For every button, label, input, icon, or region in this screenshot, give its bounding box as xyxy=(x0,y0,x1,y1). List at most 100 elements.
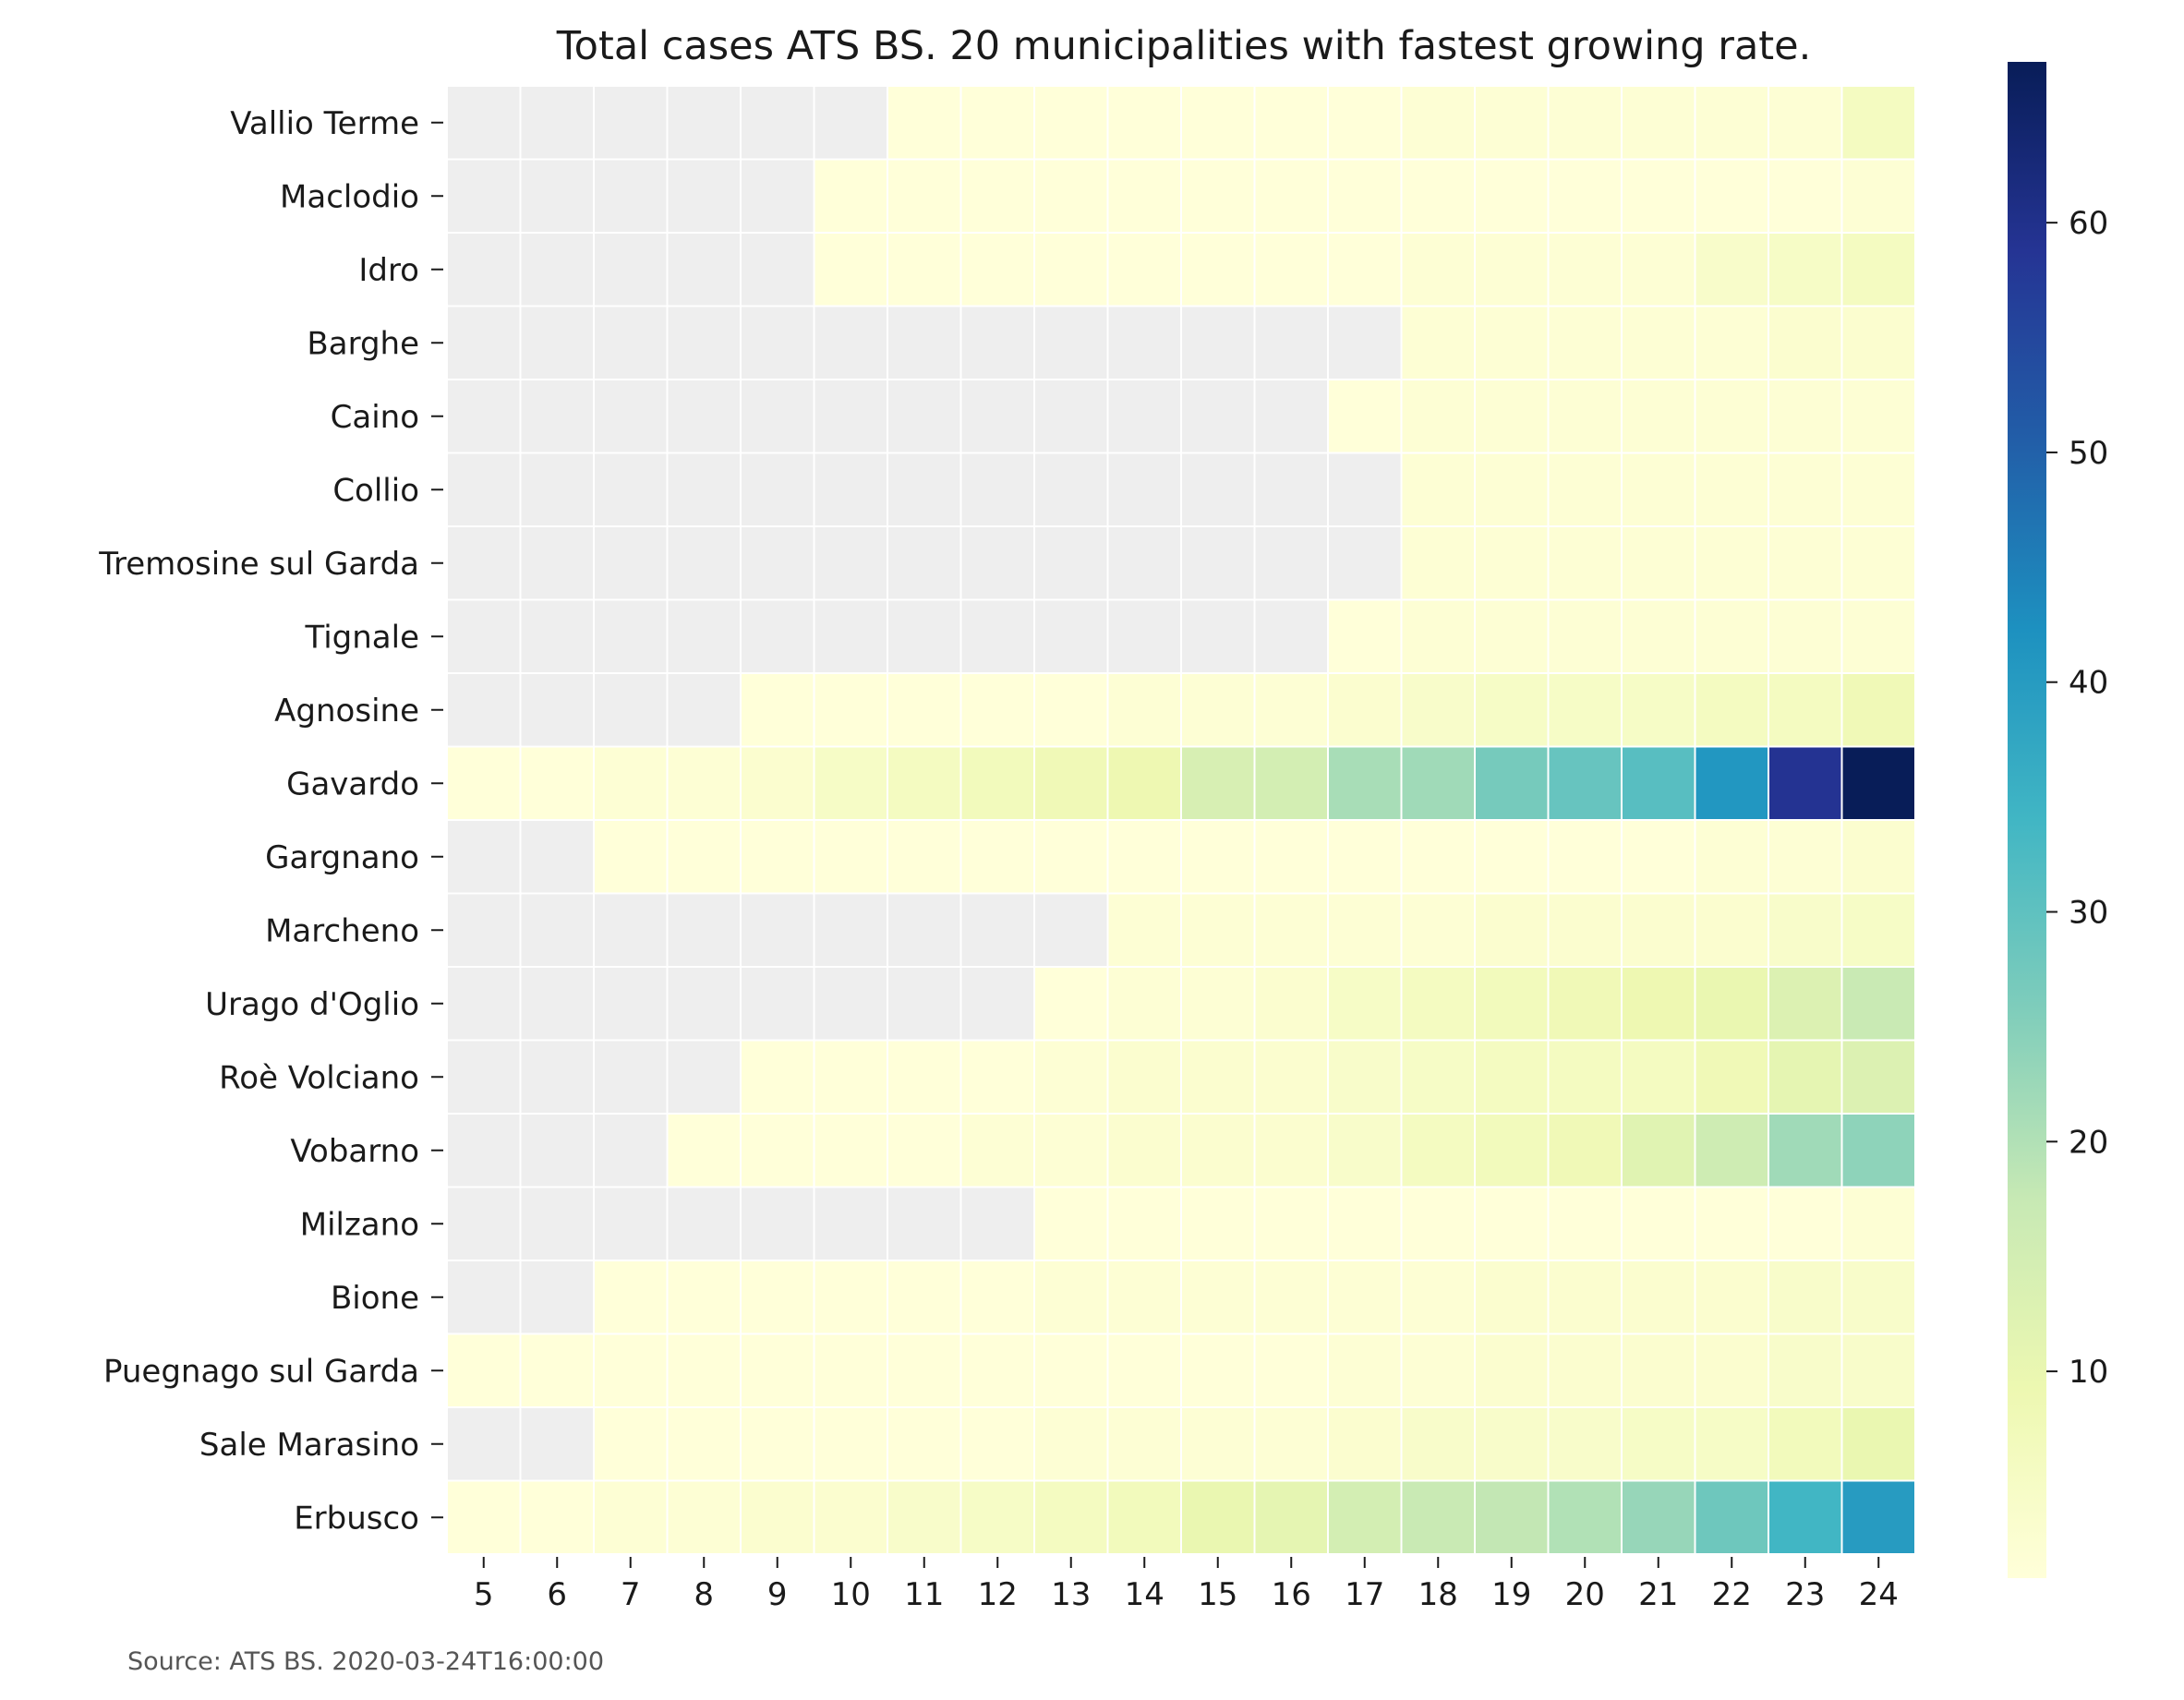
heatmap-cell xyxy=(959,1406,1035,1482)
heatmap-cell xyxy=(1180,672,1256,748)
x-tick-label: 19 xyxy=(1491,1576,1531,1613)
heatmap-cell xyxy=(1180,598,1256,674)
colorbar-tick-label: 20 xyxy=(2069,1124,2108,1161)
heatmap-cell xyxy=(1033,85,1109,161)
x-tick-label: 17 xyxy=(1345,1576,1384,1613)
heatmap-cell xyxy=(446,672,522,748)
heatmap-cell xyxy=(959,598,1035,674)
heatmap-cell xyxy=(1033,1113,1109,1188)
heatmap-cell xyxy=(1400,819,1476,895)
heatmap-cell xyxy=(1180,452,1256,527)
heatmap-cell xyxy=(813,1332,888,1408)
heatmap-cell xyxy=(959,1039,1035,1115)
heatmap-cell xyxy=(666,1186,742,1261)
heatmap-cell xyxy=(1033,379,1109,454)
heatmap-cell xyxy=(1253,745,1329,821)
heatmap-cell xyxy=(1033,158,1109,234)
heatmap-cell xyxy=(887,745,962,821)
heatmap-cell xyxy=(1694,672,1769,748)
heatmap-cell xyxy=(1474,158,1550,234)
y-tick-label: Barghe xyxy=(307,325,419,362)
heatmap-cell xyxy=(1180,85,1256,161)
heatmap-cell xyxy=(593,525,669,601)
heatmap-cell xyxy=(1621,525,1696,601)
heatmap-cell xyxy=(959,525,1035,601)
heatmap-cell xyxy=(740,452,815,527)
heatmap-cell xyxy=(1327,672,1403,748)
heatmap-cell xyxy=(593,819,669,895)
heatmap-cell xyxy=(666,745,742,821)
heatmap-cell xyxy=(1400,85,1476,161)
heatmap-cell xyxy=(1547,1186,1623,1261)
y-tick-label: Tremosine sul Garda xyxy=(98,546,419,583)
heatmap-cell xyxy=(740,1406,815,1482)
heatmap-cell xyxy=(1768,305,1843,380)
heatmap-cell xyxy=(1768,892,1843,968)
heatmap-cell xyxy=(1768,672,1843,748)
y-tick-label: Puegnago sul Garda xyxy=(103,1353,419,1390)
x-tick-label: 9 xyxy=(767,1576,788,1613)
heatmap-cell xyxy=(1768,745,1843,821)
heatmap-cell xyxy=(666,1479,742,1555)
heatmap-cell xyxy=(593,1406,669,1482)
heatmap-cell xyxy=(1694,1406,1769,1482)
x-tick-label: 24 xyxy=(1859,1576,1899,1613)
heatmap-cell xyxy=(1327,1039,1403,1115)
heatmap-cell xyxy=(519,379,595,454)
heatmap-cell xyxy=(1474,85,1550,161)
heatmap-cell xyxy=(1253,892,1329,968)
heatmap-cell xyxy=(1106,1113,1182,1188)
y-tick-label: Idro xyxy=(358,252,419,289)
heatmap-cell xyxy=(593,1039,669,1115)
heatmap-cell xyxy=(740,1260,815,1335)
heatmap-cell xyxy=(1474,1332,1550,1408)
heatmap-cell xyxy=(666,379,742,454)
heatmap-cell xyxy=(519,85,595,161)
heatmap-cell xyxy=(1840,892,1916,968)
heatmap-cell xyxy=(593,305,669,380)
heatmap-cell xyxy=(1180,158,1256,234)
heatmap-cell xyxy=(1474,379,1550,454)
heatmap-cell xyxy=(740,525,815,601)
heatmap-cell xyxy=(1253,598,1329,674)
heatmap-cell xyxy=(1327,745,1403,821)
heatmap-cell xyxy=(1474,1260,1550,1335)
heatmap-cell xyxy=(813,966,888,1042)
heatmap-cell xyxy=(740,232,815,307)
heatmap-cell xyxy=(959,158,1035,234)
heatmap-cell xyxy=(666,1113,742,1188)
heatmap-cell xyxy=(1694,158,1769,234)
heatmap-cell xyxy=(593,379,669,454)
heatmap-cell xyxy=(1621,672,1696,748)
x-tick-label: 22 xyxy=(1712,1576,1752,1613)
heatmap-cell xyxy=(740,379,815,454)
heatmap-cell xyxy=(1768,525,1843,601)
heatmap-cell xyxy=(1253,966,1329,1042)
heatmap-cell xyxy=(813,1479,888,1555)
heatmap-cell xyxy=(1180,892,1256,968)
heatmap-cell xyxy=(446,1406,522,1482)
heatmap-cell xyxy=(1840,819,1916,895)
x-tick-label: 11 xyxy=(904,1576,944,1613)
heatmap-cell xyxy=(1033,1186,1109,1261)
heatmap-cell xyxy=(1327,1260,1403,1335)
heatmap-cell xyxy=(1106,85,1182,161)
heatmap-cell xyxy=(1327,1406,1403,1482)
heatmap-cell xyxy=(813,232,888,307)
heatmap-cell xyxy=(1768,966,1843,1042)
heatmap-cell xyxy=(740,1113,815,1188)
heatmap-cell xyxy=(1547,379,1623,454)
heatmap-cell xyxy=(1253,232,1329,307)
heatmap-cell xyxy=(1547,1260,1623,1335)
heatmap-cell xyxy=(740,1186,815,1261)
y-tick-label: Maclodio xyxy=(280,178,419,215)
chart-title: Total cases ATS BS. 20 municipalities wi… xyxy=(556,23,1812,69)
heatmap-cell xyxy=(740,745,815,821)
x-tick-label: 10 xyxy=(831,1576,871,1613)
heatmap-cell xyxy=(1327,966,1403,1042)
heatmap-cell xyxy=(1840,232,1916,307)
heatmap-cell xyxy=(1180,1479,1256,1555)
heatmap-cell xyxy=(519,1186,595,1261)
heatmap-cell xyxy=(1621,1260,1696,1335)
